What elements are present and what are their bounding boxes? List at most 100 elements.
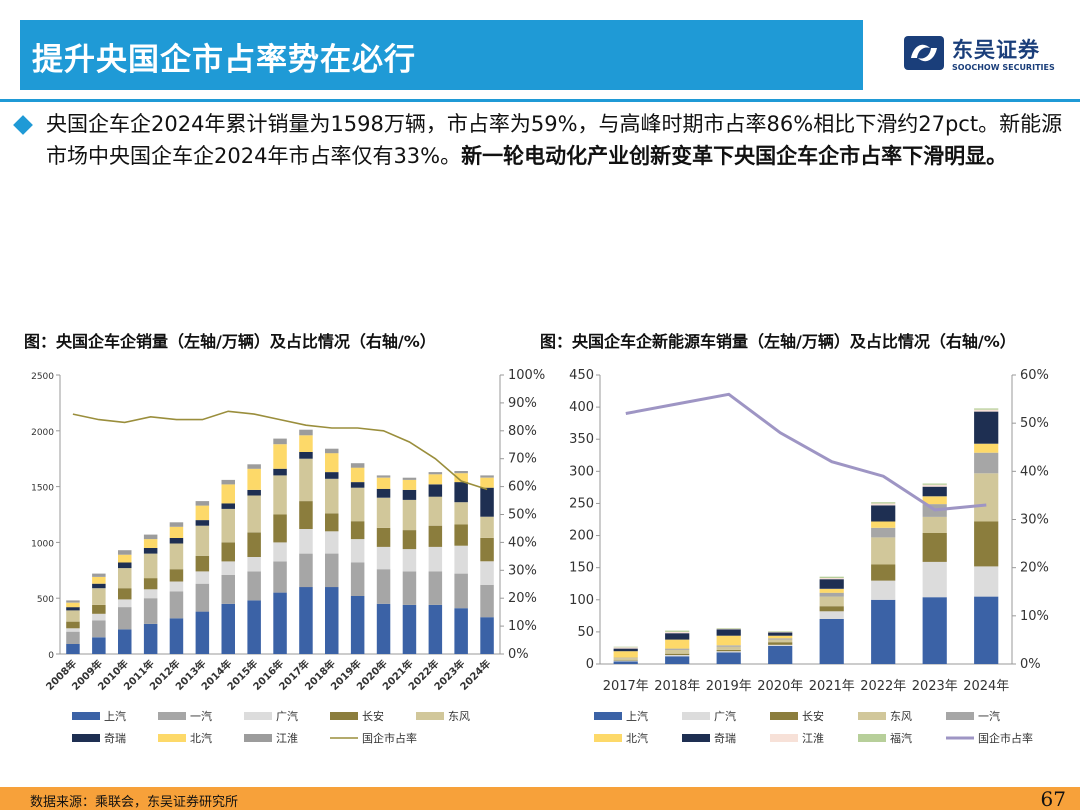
bar-segment [273, 444, 287, 469]
bar-segment [402, 477, 417, 480]
y2-tick-label: 30% [508, 563, 537, 578]
y-tick-label: 0 [48, 651, 54, 661]
bar-segment [454, 502, 468, 525]
bar-segment [480, 537, 494, 562]
bar-segment [428, 525, 443, 547]
bar-segment [247, 489, 261, 496]
bar-segment [92, 573, 106, 577]
bar-segment [871, 521, 896, 528]
bar-segment [922, 597, 947, 664]
bar-segment [428, 604, 443, 654]
bar-segment [613, 651, 638, 658]
bar-segment [221, 503, 235, 509]
x-tick-label: 2022年 [860, 679, 906, 694]
bar-segment [613, 660, 638, 661]
legend-swatch [770, 734, 798, 742]
x-tick-label: 2021年 [809, 679, 855, 694]
logo-text-en: SOOCHOW SECURITIES [952, 63, 1055, 72]
bar-segment [143, 548, 158, 554]
bar-segment [480, 617, 494, 654]
bar-segment [221, 603, 235, 654]
bar-segment [66, 644, 80, 654]
bar-segment [118, 629, 132, 654]
bar-segment [819, 579, 844, 589]
y-tick-label: 500 [37, 595, 54, 605]
bar-segment [871, 580, 896, 600]
bar-segment [66, 628, 80, 632]
legend-label: 江淮 [276, 732, 298, 745]
bar-segment [871, 564, 896, 581]
bar-segment [716, 646, 741, 650]
bar-segment [402, 604, 417, 654]
legend-swatch [682, 734, 710, 742]
bar-segment [118, 588, 132, 600]
bar-segment [768, 631, 793, 633]
bar-segment [273, 468, 287, 476]
bar-segment [169, 526, 184, 538]
bar-segment [613, 657, 638, 659]
y2-tick-label: 0% [1020, 657, 1041, 672]
bar-segment [428, 571, 443, 605]
y2-tick-label: 50% [1020, 416, 1049, 431]
y2-tick-label: 40% [1020, 464, 1049, 479]
bar-segment [974, 443, 999, 453]
bar-segment [613, 648, 638, 652]
bar-segment [66, 621, 80, 629]
bar-segment [665, 648, 690, 650]
bar-segment [325, 478, 339, 514]
bar-segment [247, 495, 261, 533]
bar-segment [428, 472, 443, 475]
bar-segment [454, 608, 468, 654]
legend-label: 上汽 [104, 709, 126, 723]
bar-segment [118, 599, 132, 608]
legend-swatch [244, 734, 272, 742]
bar-segment [273, 438, 287, 445]
bar-segment [402, 489, 417, 500]
bar-segment [169, 581, 184, 592]
legend-swatch [858, 712, 886, 720]
legend-swatch [330, 712, 358, 720]
legend-swatch [158, 734, 186, 742]
bar-segment [974, 452, 999, 474]
bar-segment [665, 653, 690, 655]
bar-segment [871, 505, 896, 522]
y-tick-label: 100 [569, 593, 594, 608]
legend-label: 东风 [890, 710, 912, 723]
bar-segment [221, 574, 235, 604]
logo-text-cn: 东吴证券 [952, 38, 1040, 62]
y2-tick-label: 60% [1020, 368, 1049, 383]
legend-swatch [594, 734, 622, 742]
y2-tick-label: 90% [508, 396, 537, 411]
y2-tick-label: 40% [508, 535, 537, 550]
bar-segment [143, 539, 158, 548]
page-number: 67 [1040, 787, 1066, 811]
legend-label: 奇瑞 [104, 731, 126, 745]
x-tick-label: 2017年 [603, 679, 649, 694]
y-tick-label: 0 [586, 657, 594, 672]
bar-segment [871, 503, 896, 506]
bar-segment [665, 649, 690, 654]
y2-tick-label: 20% [1020, 561, 1049, 576]
bar-segment [871, 599, 896, 664]
chart1-title: 图：央国企车企销量（左轴/万辆）及占比情况（右轴/%） [24, 332, 436, 351]
y2-tick-label: 30% [1020, 513, 1049, 528]
chart-total-sales: 0 500 1000 1500 2000 2500 0% 10% 20% 30% 40% 50% 60%… [31, 368, 545, 745]
bar-segment [428, 546, 443, 572]
x-tick-label: 2019年 [706, 679, 752, 694]
bar-segment [974, 566, 999, 597]
bar-segment [299, 435, 313, 452]
bar-segment [350, 539, 365, 563]
bar-segment [454, 482, 468, 503]
y2-tick-label: 0% [508, 647, 529, 662]
bar-segment [299, 587, 313, 654]
bar-segment [66, 602, 80, 608]
bar-segment [974, 409, 999, 412]
bar-segment [376, 488, 391, 498]
bar-segment [247, 556, 261, 572]
bar-segment [376, 475, 391, 478]
bar-segment [716, 645, 741, 647]
bar-segment [195, 571, 210, 584]
bar-segment [195, 583, 210, 612]
bar-segment [273, 514, 287, 543]
bar-segment [402, 530, 417, 550]
